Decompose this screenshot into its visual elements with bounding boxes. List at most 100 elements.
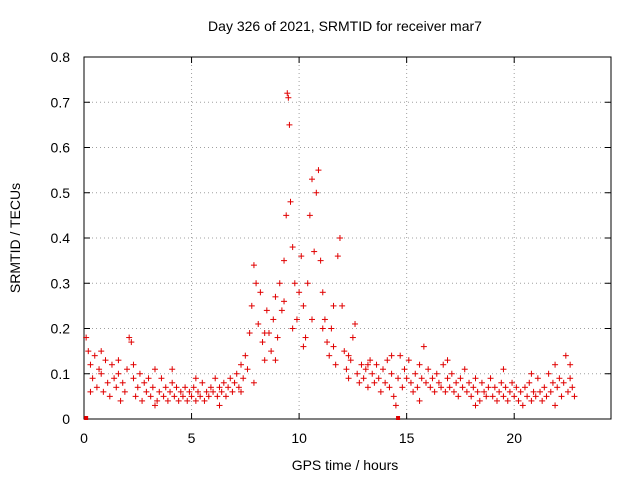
data-point (504, 397, 511, 404)
data-point (227, 375, 234, 382)
data-point (334, 253, 341, 260)
data-point (177, 388, 184, 395)
data-point (403, 375, 410, 382)
data-point (257, 289, 264, 296)
data-point (278, 307, 285, 314)
data-point (328, 325, 335, 332)
data-point (242, 352, 249, 359)
data-point (326, 352, 333, 359)
data-point (341, 348, 348, 355)
data-point (560, 379, 567, 386)
data-point (489, 393, 496, 400)
data-point (345, 352, 352, 359)
data-point (83, 334, 90, 341)
data-point (556, 375, 563, 382)
data-point (231, 379, 238, 386)
data-point (360, 375, 367, 382)
data-point (188, 393, 195, 400)
data-point (388, 352, 395, 359)
axis-ticks (83, 56, 611, 420)
data-point (171, 393, 178, 400)
data-point (281, 257, 288, 264)
data-point (104, 379, 111, 386)
data-point (461, 366, 468, 373)
data-point (156, 388, 163, 395)
data-point (375, 375, 382, 382)
data-point (425, 366, 432, 373)
data-point (149, 384, 156, 391)
data-point (287, 198, 294, 205)
data-point (175, 397, 182, 404)
data-point (115, 357, 122, 364)
data-point (472, 402, 479, 409)
data-point (216, 384, 223, 391)
data-point (98, 370, 105, 377)
data-point (192, 397, 199, 404)
data-point (384, 357, 391, 364)
data-point (481, 388, 488, 395)
data-point (139, 397, 146, 404)
data-point (498, 379, 505, 386)
x-tick-label: 15 (399, 430, 415, 446)
data-point (173, 384, 180, 391)
data-point (416, 397, 423, 404)
data-point (416, 361, 423, 368)
zero-value-marker (396, 416, 401, 420)
data-point (554, 384, 561, 391)
data-point (263, 307, 270, 314)
data-point (330, 302, 337, 309)
data-point (126, 334, 133, 341)
data-point (431, 388, 438, 395)
data-point (352, 320, 359, 327)
data-point (468, 393, 475, 400)
data-point (197, 393, 204, 400)
data-point (478, 379, 485, 386)
data-point (496, 388, 503, 395)
data-point (246, 330, 253, 337)
data-point (558, 393, 565, 400)
data-point (564, 388, 571, 395)
data-point (506, 388, 513, 395)
data-point (347, 357, 354, 364)
data-point (319, 325, 326, 332)
data-point (216, 402, 223, 409)
data-point (457, 375, 464, 382)
data-point (358, 361, 365, 368)
data-point (487, 375, 494, 382)
data-point (304, 280, 311, 287)
data-point (319, 289, 326, 296)
data-point (519, 402, 526, 409)
data-point (261, 330, 268, 337)
data-point (450, 388, 457, 395)
data-point (317, 257, 324, 264)
data-point (470, 384, 477, 391)
data-point (98, 348, 105, 355)
data-point (268, 348, 275, 355)
data-point (418, 375, 425, 382)
data-point (281, 298, 288, 305)
data-point (493, 397, 500, 404)
data-point (270, 316, 277, 323)
y-tick-label: 0.4 (51, 230, 71, 246)
data-point (543, 393, 550, 400)
data-point (309, 316, 316, 323)
data-point (284, 90, 291, 97)
data-point (274, 334, 281, 341)
data-point (192, 375, 199, 382)
data-point (302, 334, 309, 341)
data-point (509, 379, 516, 386)
data-point (207, 384, 214, 391)
data-point (541, 384, 548, 391)
data-point (154, 397, 161, 404)
tick-labels: 0 0.1 0.2 0.3 0.4 0.5 0.6 0.7 0.8 0 5 10 15 20 (51, 49, 523, 446)
data-point (466, 379, 473, 386)
data-point (222, 393, 229, 400)
data-point (250, 262, 257, 269)
data-point (414, 384, 421, 391)
data-point (420, 343, 427, 350)
data-point (248, 302, 255, 309)
data-point (289, 244, 296, 251)
data-point (201, 397, 208, 404)
data-point (343, 366, 350, 373)
